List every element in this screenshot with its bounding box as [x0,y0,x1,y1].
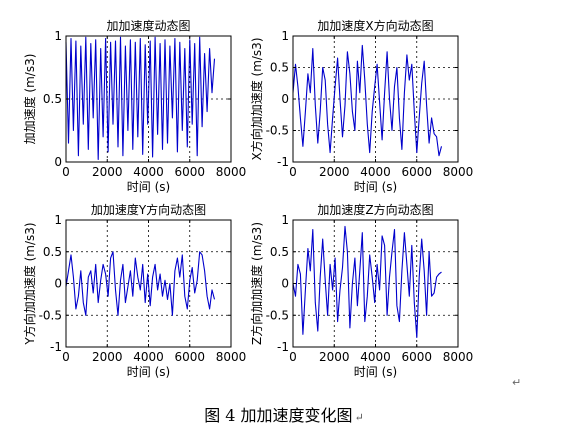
y-tick-label: -1 [277,155,289,169]
y-tick-label: 0 [281,277,289,291]
x-axis-label: 时间 (s) [127,365,170,379]
series-line [292,44,443,157]
x-tick-label: 4000 [360,350,391,364]
x-tick-label: 6000 [174,350,205,364]
y-tick-label: 1 [281,29,289,43]
series-line [65,251,216,316]
chart-panel-3: 0 2000 4000 6000 8000 -1 -0.5 0 0.5 1 加加速度Y方向动态图时间… [22,202,246,379]
x-tick-label: 2000 [92,350,123,364]
figure-caption-text: 图 4 加加速度变化图 [204,406,353,425]
y-tick-label: 0.5 [270,61,289,75]
x-tick-label: 2000 [319,350,350,364]
y-tick-label: -1 [50,340,62,354]
y-tick-label: 1 [54,213,62,227]
figure-caption: 图 4 加加速度变化图 ↵ [0,402,568,426]
x-tick-label: 0 [62,165,70,179]
return-mark: ↵ [512,376,522,389]
x-tick-label: 6000 [174,165,205,179]
x-axis-label: 时间 (s) [127,180,170,194]
y-tick-label: 0.5 [270,245,289,259]
y-tick-label: 1 [281,213,289,227]
series-line [65,36,216,161]
x-axis-label: 时间 (s) [354,365,397,379]
chart-panel-2: 0 2000 4000 6000 8000 -1 -0.5 0 0.5 1 加加速度X方向动态图时间… [249,18,473,194]
x-tick-label: 6000 [401,165,432,179]
x-tick-label: 4000 [360,165,391,179]
chart-title: 加加速度Y方向动态图 [91,202,206,217]
x-tick-label: 0 [289,350,297,364]
y-tick-label: -0.5 [39,308,62,322]
y-tick-label: -0.5 [266,308,289,322]
x-tick-label: 0 [62,350,70,364]
y-tick-label: 0 [54,277,62,291]
chart-panel-4: 0 2000 4000 6000 8000 -1 -0.5 0 0.5 1 加加速度Z方向动态图时间… [249,202,473,379]
x-tick-label: 2000 [319,165,350,179]
x-tick-label: 8000 [443,350,474,364]
y-tick-label: 0.5 [43,92,62,106]
x-tick-label: 2000 [92,165,123,179]
x-tick-label: 8000 [216,350,247,364]
y-axis-label: Y方向加加速度 (m/s3) [22,222,37,345]
y-axis-label: Z方向加加速度 (m/s3) [249,222,264,345]
y-tick-label: 0 [281,92,289,106]
x-tick-label: 4000 [133,165,164,179]
x-tick-label: 8000 [216,165,247,179]
y-tick-label: 0 [54,155,62,169]
y-tick-label: 0.5 [43,245,62,259]
series-line [292,225,442,339]
x-axis-label: 时间 (s) [354,180,397,194]
chart-title: 加加速度X方向动态图 [317,18,433,33]
y-axis-label: 加加速度 (m/s3) [22,54,37,145]
y-tick-label: 1 [54,29,62,43]
x-tick-label: 8000 [443,165,474,179]
y-tick-label: -1 [277,340,289,354]
y-tick-label: -0.5 [266,124,289,138]
x-tick-label: 4000 [133,350,164,364]
x-tick-label: 6000 [401,350,432,364]
chart-title: 加加速度Z方向动态图 [317,202,433,217]
x-tick-label: 0 [289,165,297,179]
chart-title: 加加速度动态图 [106,18,190,33]
y-axis-label: X方向加加速度 (m/s3) [249,37,264,160]
caption-return-mark: ↵ [354,411,364,424]
